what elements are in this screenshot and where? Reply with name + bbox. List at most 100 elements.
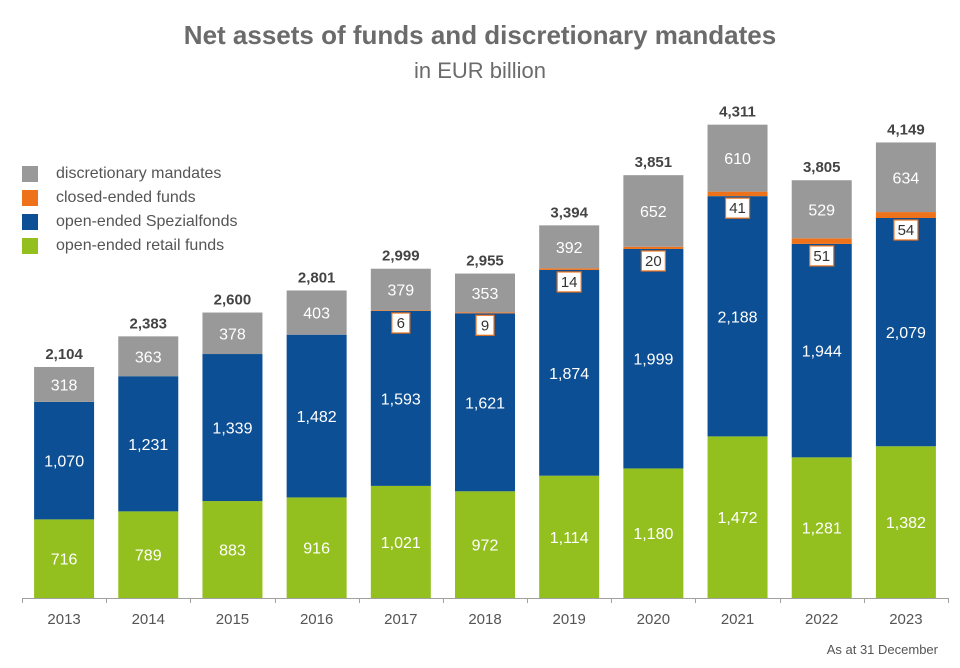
- data-label-open-ended-retail-funds: 1,472: [718, 510, 758, 527]
- bar-open-ended-spezialfonds: [791, 243, 852, 458]
- bar-discretionary-mandates: [286, 290, 347, 335]
- bar-open-ended-retail-funds: [118, 511, 179, 598]
- legend-item-open-ended-retail-funds: open-ended retail funds: [22, 234, 237, 258]
- data-label-open-ended-retail-funds: 1,114: [550, 530, 589, 547]
- bar-stack-2017: 1,021 1,593 6 379 2,999: [370, 248, 431, 598]
- data-label-discretionary-mandates: 318: [51, 377, 78, 394]
- data-label-open-ended-spezialfonds: 1,339: [212, 421, 252, 438]
- bar-open-ended-spezialfonds: [455, 313, 515, 492]
- data-label-discretionary-mandates: 378: [219, 326, 246, 343]
- x-tick-label: 2019: [552, 611, 585, 628]
- bar-closed-ended-funds: [875, 212, 936, 218]
- bar-open-ended-spezialfonds: [286, 334, 347, 498]
- x-tick-label: 2020: [637, 611, 670, 628]
- data-label-open-ended-spezialfonds: 1,070: [44, 454, 84, 471]
- data-label-discretionary-mandates: 610: [724, 151, 751, 168]
- data-label-open-ended-retail-funds: 916: [303, 541, 330, 558]
- legend-swatch-closed-ended-funds: [22, 190, 38, 206]
- data-label-open-ended-retail-funds: 883: [219, 543, 246, 560]
- bar-open-ended-retail-funds: [791, 457, 852, 598]
- data-label-discretionary-mandates: 529: [808, 202, 835, 219]
- data-label-open-ended-spezialfonds: 1,999: [633, 352, 673, 369]
- bar-discretionary-mandates: [202, 312, 263, 355]
- bar-open-ended-retail-funds: [455, 491, 515, 598]
- bar-open-ended-retail-funds: [875, 446, 936, 598]
- data-label-open-ended-spezialfonds: 1,621: [465, 395, 505, 412]
- bar-open-ended-spezialfonds: [539, 269, 600, 476]
- total-label: 3,851: [635, 154, 673, 171]
- bar-stack-2014: 789 1,231 363 2,383: [118, 315, 179, 598]
- data-label-discretionary-mandates: 403: [303, 306, 330, 323]
- bar-discretionary-mandates: [34, 366, 95, 402]
- bar-stack-2020: 1,180 1,999 20 652 3,851: [623, 154, 684, 598]
- x-tick-label: 2013: [47, 611, 80, 628]
- legend-label: closed-ended funds: [56, 189, 196, 206]
- legend-item-closed-ended-funds: closed-ended funds: [22, 186, 237, 210]
- bar-open-ended-spezialfonds: [202, 354, 263, 502]
- legend-item-open-ended-spezialfonds: open-ended Spezialfonds: [22, 210, 237, 234]
- x-tick-label: 2015: [216, 611, 249, 628]
- bar-discretionary-mandates: [707, 124, 768, 192]
- x-tick-label: 2016: [300, 611, 333, 628]
- bar-open-ended-spezialfonds: [370, 310, 431, 486]
- bar-closed-ended-funds: [539, 268, 600, 270]
- data-label-discretionary-mandates: 363: [135, 349, 162, 366]
- legend-label: open-ended retail funds: [56, 237, 225, 254]
- data-label-open-ended-spezialfonds: 1,231: [128, 437, 168, 454]
- x-tick-label: 2017: [384, 611, 417, 628]
- data-label-open-ended-retail-funds: 972: [472, 538, 499, 555]
- legend-label: discretionary mandates: [56, 165, 222, 182]
- bar-stack-2015: 883 1,339 378 2,600: [202, 292, 263, 598]
- footnote: As at 31 December: [826, 642, 938, 657]
- total-label: 2,104: [45, 346, 83, 363]
- bar-discretionary-mandates: [118, 336, 179, 377]
- bar-closed-ended-funds: [791, 238, 852, 244]
- total-label: 2,999: [382, 248, 420, 265]
- data-label-open-ended-retail-funds: 1,021: [381, 535, 421, 552]
- bar-open-ended-retail-funds: [370, 485, 431, 598]
- total-label: 2,383: [129, 315, 167, 332]
- x-tick-label: 2018: [468, 611, 501, 628]
- x-tick-label: 2021: [721, 611, 754, 628]
- bar-stack-2023: 1,382 2,079 54 634 4,149: [875, 121, 936, 598]
- bar-closed-ended-funds: [455, 312, 515, 314]
- bar-open-ended-retail-funds: [707, 436, 768, 598]
- bar-stack-2018: 972 1,621 9 353 2,955: [455, 253, 515, 598]
- bar-open-ended-retail-funds: [34, 519, 95, 598]
- data-label-discretionary-mandates: 634: [893, 170, 920, 187]
- bar-closed-ended-funds: [623, 246, 684, 249]
- bar-discretionary-mandates: [875, 142, 936, 213]
- legend-item-discretionary-mandates: discretionary mandates: [22, 162, 237, 186]
- data-label-closed-ended-funds: 6: [397, 315, 405, 332]
- data-label-open-ended-retail-funds: 789: [135, 548, 162, 565]
- bar-discretionary-mandates: [791, 180, 852, 239]
- bar-open-ended-retail-funds: [539, 475, 600, 598]
- data-label-box-closed-ended-funds: [391, 312, 411, 334]
- bar-stack-2019: 1,114 1,874 14 392 3,394: [539, 204, 600, 598]
- x-tick-label: 2023: [889, 611, 922, 628]
- bar-open-ended-retail-funds: [286, 497, 347, 598]
- total-label: 2,801: [298, 269, 336, 286]
- bar-open-ended-spezialfonds: [707, 196, 768, 437]
- data-label-open-ended-retail-funds: 1,281: [802, 521, 842, 538]
- data-label-box-closed-ended-funds: [640, 250, 666, 272]
- data-label-open-ended-retail-funds: 716: [51, 552, 78, 569]
- total-label: 2,955: [466, 253, 504, 270]
- bar-discretionary-mandates: [370, 268, 431, 311]
- legend-swatch-discretionary-mandates: [22, 166, 38, 182]
- bar-stack-2013: 716 1,070 318 2,104: [34, 346, 95, 598]
- bar-open-ended-spezialfonds: [623, 248, 684, 469]
- data-label-discretionary-mandates: 392: [556, 240, 583, 257]
- data-label-closed-ended-funds: 20: [645, 253, 662, 270]
- data-label-box-closed-ended-funds: [893, 219, 919, 241]
- bar-closed-ended-funds: [370, 310, 431, 311]
- data-label-closed-ended-funds: 14: [561, 274, 578, 291]
- bar-stack-2021: 1,472 2,188 41 610 4,311: [707, 104, 768, 598]
- bar-discretionary-mandates: [455, 273, 515, 313]
- chart-title: Net assets of funds and discretionary ma…: [183, 20, 777, 50]
- chart-legend: discretionary mandates closed-ended fund…: [22, 162, 237, 258]
- bar-open-ended-retail-funds: [202, 501, 263, 598]
- data-label-open-ended-spezialfonds: 1,944: [802, 344, 842, 361]
- data-label-closed-ended-funds: 41: [729, 200, 746, 217]
